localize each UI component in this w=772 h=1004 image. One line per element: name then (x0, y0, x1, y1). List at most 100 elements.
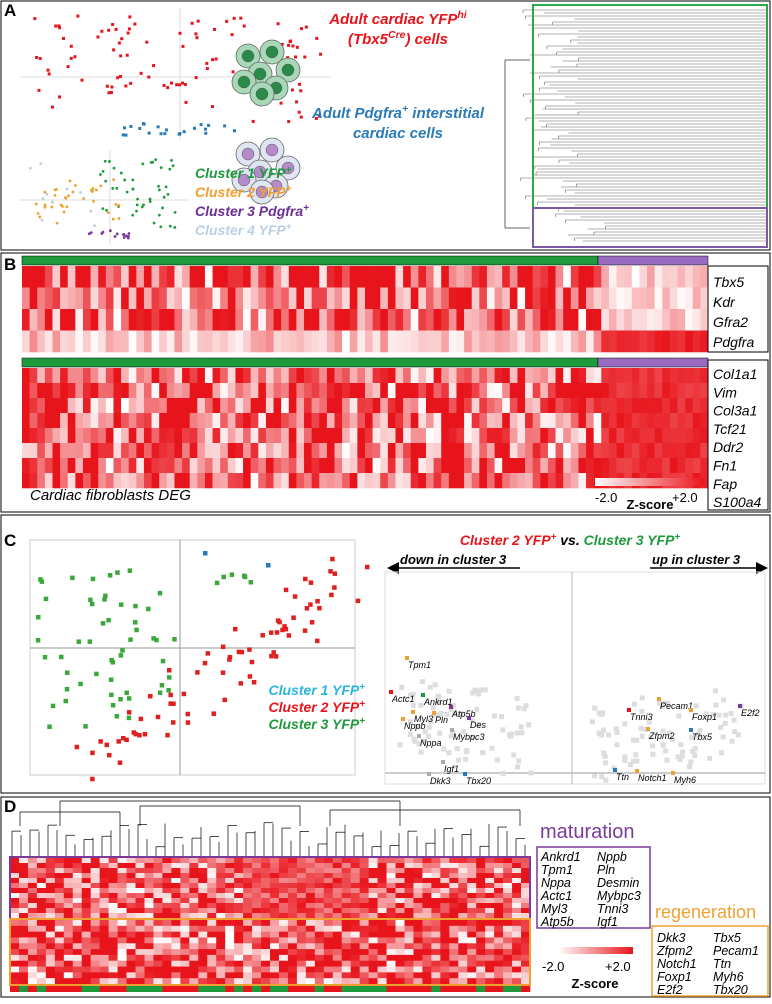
scatter-point (280, 42, 284, 46)
heatmap-cell (174, 368, 183, 384)
heatmap-cell (418, 383, 427, 399)
scatter-point (168, 167, 172, 171)
heatmap-cell (418, 443, 427, 459)
scatter-point (68, 179, 72, 183)
heatmap-cell (616, 266, 625, 288)
heatmap-cell (563, 287, 572, 310)
heatmap-cell (547, 309, 556, 331)
heatmap-cell (563, 368, 572, 384)
scatter-point (133, 22, 137, 26)
heatmap-cell (403, 383, 412, 399)
heatmap-cell (287, 858, 298, 864)
heatmap-cell (464, 287, 473, 310)
heatmap-cell (162, 858, 172, 864)
group-bar (458, 986, 468, 992)
heatmap-cell (159, 368, 168, 384)
heatmap-cell (153, 878, 163, 884)
heatmap-cell (162, 949, 172, 956)
heatmap-cell (433, 266, 442, 288)
heatmap-cell (521, 898, 531, 904)
heatmap-cell (126, 878, 136, 884)
legend-entry: Cluster 3 Pdgfra+ (195, 203, 309, 220)
heatmap-cell (45, 908, 56, 914)
heatmap-cell (27, 878, 38, 884)
heatmap-cell (440, 920, 450, 927)
heatmap-cell (467, 858, 477, 864)
heatmap-cell (270, 913, 280, 919)
heatmap-cell (162, 960, 172, 967)
volcano-point (697, 728, 703, 734)
heatmap-cell (503, 898, 513, 904)
group-bar (395, 986, 405, 992)
heatmap-cell (108, 943, 118, 950)
scatter-point (279, 101, 283, 105)
heatmap-cell (136, 330, 145, 353)
volcano-point (511, 752, 517, 758)
heatmap-cell (90, 937, 100, 944)
group-bar (81, 986, 91, 992)
gene-label: Myl3 (414, 714, 433, 724)
heatmap-cell (647, 330, 655, 353)
scatter-point (239, 16, 243, 20)
volcano-point (397, 742, 403, 748)
heatmap-cell (261, 893, 271, 899)
heatmap-cell (332, 937, 343, 944)
heatmap-cell (99, 931, 109, 938)
heatmap-cell (144, 913, 154, 919)
heatmap-cell (281, 413, 290, 429)
heatmap-cell (586, 383, 594, 399)
heatmap-cell (365, 330, 373, 353)
heatmap-cell (162, 903, 172, 909)
group-bar (63, 986, 74, 992)
heatmap-cell (410, 309, 419, 331)
heatmap-cell (198, 908, 208, 914)
heatmap-cell (75, 287, 84, 310)
volcano-point (599, 712, 605, 718)
heatmap-cell (252, 920, 262, 927)
scatter-point (94, 188, 98, 192)
heatmap-cell (431, 943, 441, 950)
scatter-point (43, 190, 47, 194)
heatmap-cell (319, 383, 328, 399)
heatmap-cell (386, 943, 396, 950)
heatmap-cell (350, 978, 360, 985)
volcano-point (435, 697, 441, 703)
heatmap-cell (281, 443, 290, 459)
heatmap-cell (341, 883, 351, 889)
heatmap-cell (75, 309, 84, 331)
heatmap-cell (36, 873, 47, 879)
heatmap-cell (273, 413, 282, 429)
volcano-point (692, 746, 698, 752)
heatmap-cell (314, 893, 325, 899)
heatmap-cell (151, 309, 160, 331)
volcano-point (420, 679, 426, 685)
heatmap-cell (225, 949, 235, 956)
volcano-point (648, 734, 654, 740)
scatter-point (96, 35, 100, 39)
heatmap-cell (555, 428, 564, 444)
heatmap-cell (287, 908, 298, 914)
heatmap-cell (82, 413, 91, 429)
heatmap-cell (350, 954, 360, 962)
heatmap-cell (486, 458, 495, 474)
heatmap-cell (368, 858, 378, 864)
volcano-point (437, 730, 443, 736)
heatmap-cell (512, 883, 522, 889)
heatmap-cell (182, 368, 190, 384)
scatter-point (195, 36, 199, 40)
heatmap-cell (677, 309, 686, 331)
heatmap-cell (349, 330, 358, 353)
scatter-point (90, 188, 93, 192)
heatmap-cell (350, 943, 360, 950)
heatmap-cell (296, 931, 307, 938)
group-bar (413, 986, 423, 992)
heatmap-cell (144, 937, 154, 944)
scatter-point (127, 568, 133, 573)
scatter-point (236, 649, 242, 655)
heatmap-cell (126, 949, 136, 956)
heatmap-cell (81, 931, 91, 938)
scatter-point (78, 681, 83, 687)
heatmap-cell (270, 937, 280, 944)
heatmap-cell (159, 330, 168, 353)
scatter-point (108, 229, 112, 233)
